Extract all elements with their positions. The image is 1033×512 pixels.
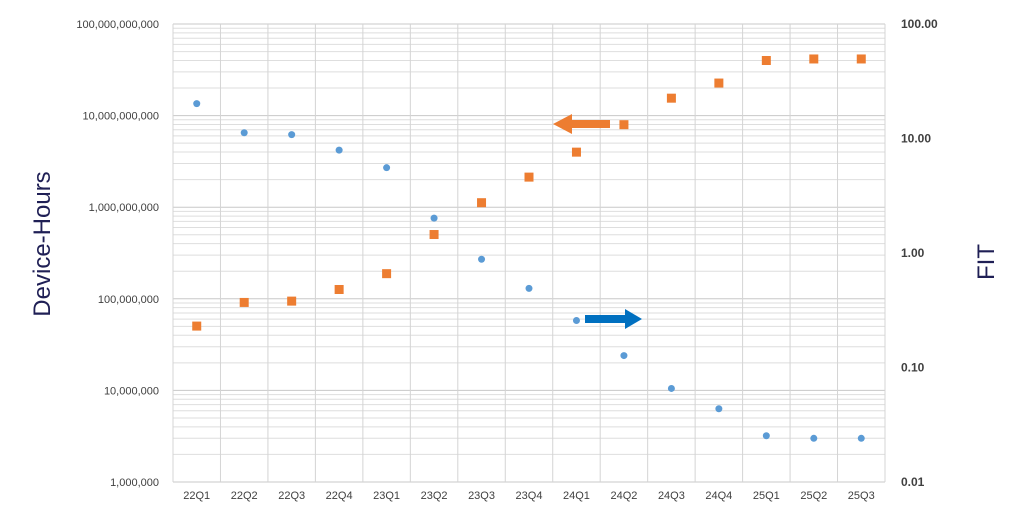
annotation-layer [553, 114, 642, 329]
fit-point [334, 284, 344, 294]
device-hours-point [620, 352, 628, 360]
device-hours-point [810, 434, 818, 442]
y-tick-label-right: 0.10 [901, 361, 925, 375]
x-tick-label: 23Q2 [421, 490, 448, 502]
x-tick-label: 24Q2 [610, 490, 637, 502]
y-tick-label-right: 100.00 [901, 17, 938, 31]
device-hours-point [667, 384, 675, 392]
series-layer [192, 54, 866, 442]
axis-layer: 1,000,000 10,000,000 100,000,000 1,000,000,… [76, 17, 938, 502]
x-tick-label: 23Q1 [373, 490, 400, 502]
x-tick-label: 24Q4 [705, 490, 732, 502]
fit-point [619, 120, 629, 130]
fit-point [382, 269, 392, 279]
x-tick-label: 25Q3 [848, 490, 875, 502]
device-hours-point [478, 255, 486, 263]
device-hours-point [525, 284, 533, 292]
fit-point [809, 54, 819, 64]
y-tick-label-right: 10.00 [901, 132, 931, 146]
device-hours-point [193, 100, 201, 108]
x-tick-label: 22Q1 [183, 490, 210, 502]
y-tick-label-left: 100,000,000 [98, 294, 159, 306]
fit-point [571, 147, 581, 157]
arrow-left-shaft [570, 120, 610, 128]
arrow-right-shaft [585, 315, 627, 323]
x-tick-label: 22Q2 [231, 490, 258, 502]
y-tick-label-left: 100,000,000,000 [76, 19, 159, 31]
device-hours-point [762, 432, 770, 440]
y-tick-label-right: 0.01 [901, 475, 925, 489]
fit-point [714, 78, 724, 88]
x-tick-label: 23Q4 [516, 490, 543, 502]
x-tick-label: 22Q3 [278, 490, 305, 502]
device-hours-point [430, 214, 438, 222]
x-tick-label: 25Q2 [800, 490, 827, 502]
device-hours-point [572, 316, 580, 324]
device-hours-point [383, 164, 391, 172]
y-axis-title-right: FIT [973, 244, 1000, 280]
y-tick-label-left: 1,000,000 [110, 477, 159, 489]
arrow-left-head [553, 114, 572, 134]
device-hours-point [288, 131, 296, 139]
fit-point [856, 54, 866, 64]
fit-point [429, 230, 439, 240]
fit-point [761, 55, 771, 65]
device-hours-point [240, 129, 248, 137]
fit-point [192, 321, 202, 331]
device-hours-point [335, 146, 343, 154]
y-axis-title-left: Device-Hours [29, 171, 56, 316]
x-tick-label: 24Q1 [563, 490, 590, 502]
arrow-right-head [625, 309, 642, 329]
fit-point [666, 93, 676, 103]
x-tick-label: 24Q3 [658, 490, 685, 502]
device-hours-point [857, 434, 865, 442]
y-tick-label-left: 10,000,000,000 [83, 111, 159, 123]
fit-point [239, 297, 249, 307]
fit-point [477, 198, 487, 208]
grid-layer [172, 23, 886, 483]
y-tick-label-left: 10,000,000 [104, 385, 159, 397]
fit-point [287, 296, 297, 306]
y-tick-label-right: 1.00 [901, 246, 925, 260]
x-tick-label: 22Q4 [326, 490, 353, 502]
y-tick-label-left: 1,000,000,000 [89, 202, 159, 214]
x-tick-label: 25Q1 [753, 490, 780, 502]
fit-point [524, 172, 534, 182]
device-hours-point [715, 405, 723, 413]
x-tick-label: 23Q3 [468, 490, 495, 502]
